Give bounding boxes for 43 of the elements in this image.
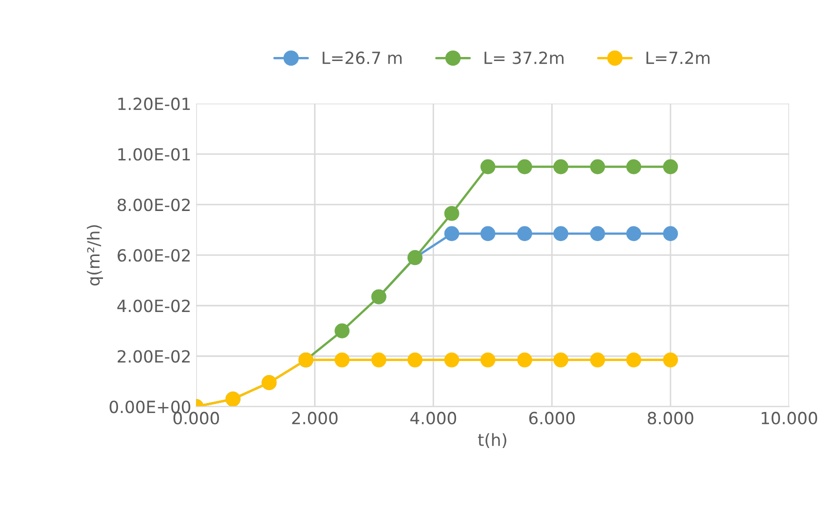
point (553, 352, 568, 368)
y-tick-label: 1.20E-01 (118, 98, 190, 110)
point (480, 352, 496, 368)
point (626, 159, 642, 174)
point (590, 226, 606, 242)
x-axis-title: t(h) (478, 433, 506, 448)
point (553, 226, 568, 242)
point (480, 226, 496, 242)
y-tick-label: 0.00E+00 (110, 400, 190, 414)
y-tick-label: 4.00E-02 (117, 300, 190, 312)
point (626, 226, 642, 242)
point (408, 352, 422, 368)
point (480, 159, 496, 174)
point (517, 352, 532, 368)
point (663, 352, 678, 368)
point (590, 159, 606, 174)
x-tick-label: 4.000 (410, 412, 456, 424)
legend-label: L=26.7 m (322, 52, 402, 64)
point (553, 159, 568, 174)
x-tick-label: 2.000 (292, 412, 338, 424)
point (517, 159, 532, 174)
y-axis-title: q(m²/h) (86, 225, 103, 286)
x-tick-label: 10.000 (762, 412, 818, 424)
point (444, 226, 460, 242)
point (371, 352, 386, 368)
legend-label: L= 37.2m (484, 52, 564, 64)
point (334, 352, 350, 368)
x-tick-label: 8.000 (648, 412, 694, 424)
point (334, 323, 350, 338)
y-tick-label: 8.00E-02 (118, 198, 190, 212)
y-tick-label: 6.00E-02 (118, 249, 190, 262)
point (590, 352, 606, 368)
x-tick-label: 6.000 (529, 412, 575, 424)
point (663, 226, 678, 242)
y-tick-label: 2.00E-02 (118, 350, 190, 363)
point (444, 206, 460, 221)
legend-label: L=7.2m (646, 52, 710, 64)
x-tick-label: 0.000 (173, 412, 219, 424)
point (517, 226, 532, 242)
y-tick-label: 1.00E-01 (118, 148, 190, 161)
point (663, 159, 678, 174)
point (626, 352, 642, 368)
point (444, 352, 460, 368)
